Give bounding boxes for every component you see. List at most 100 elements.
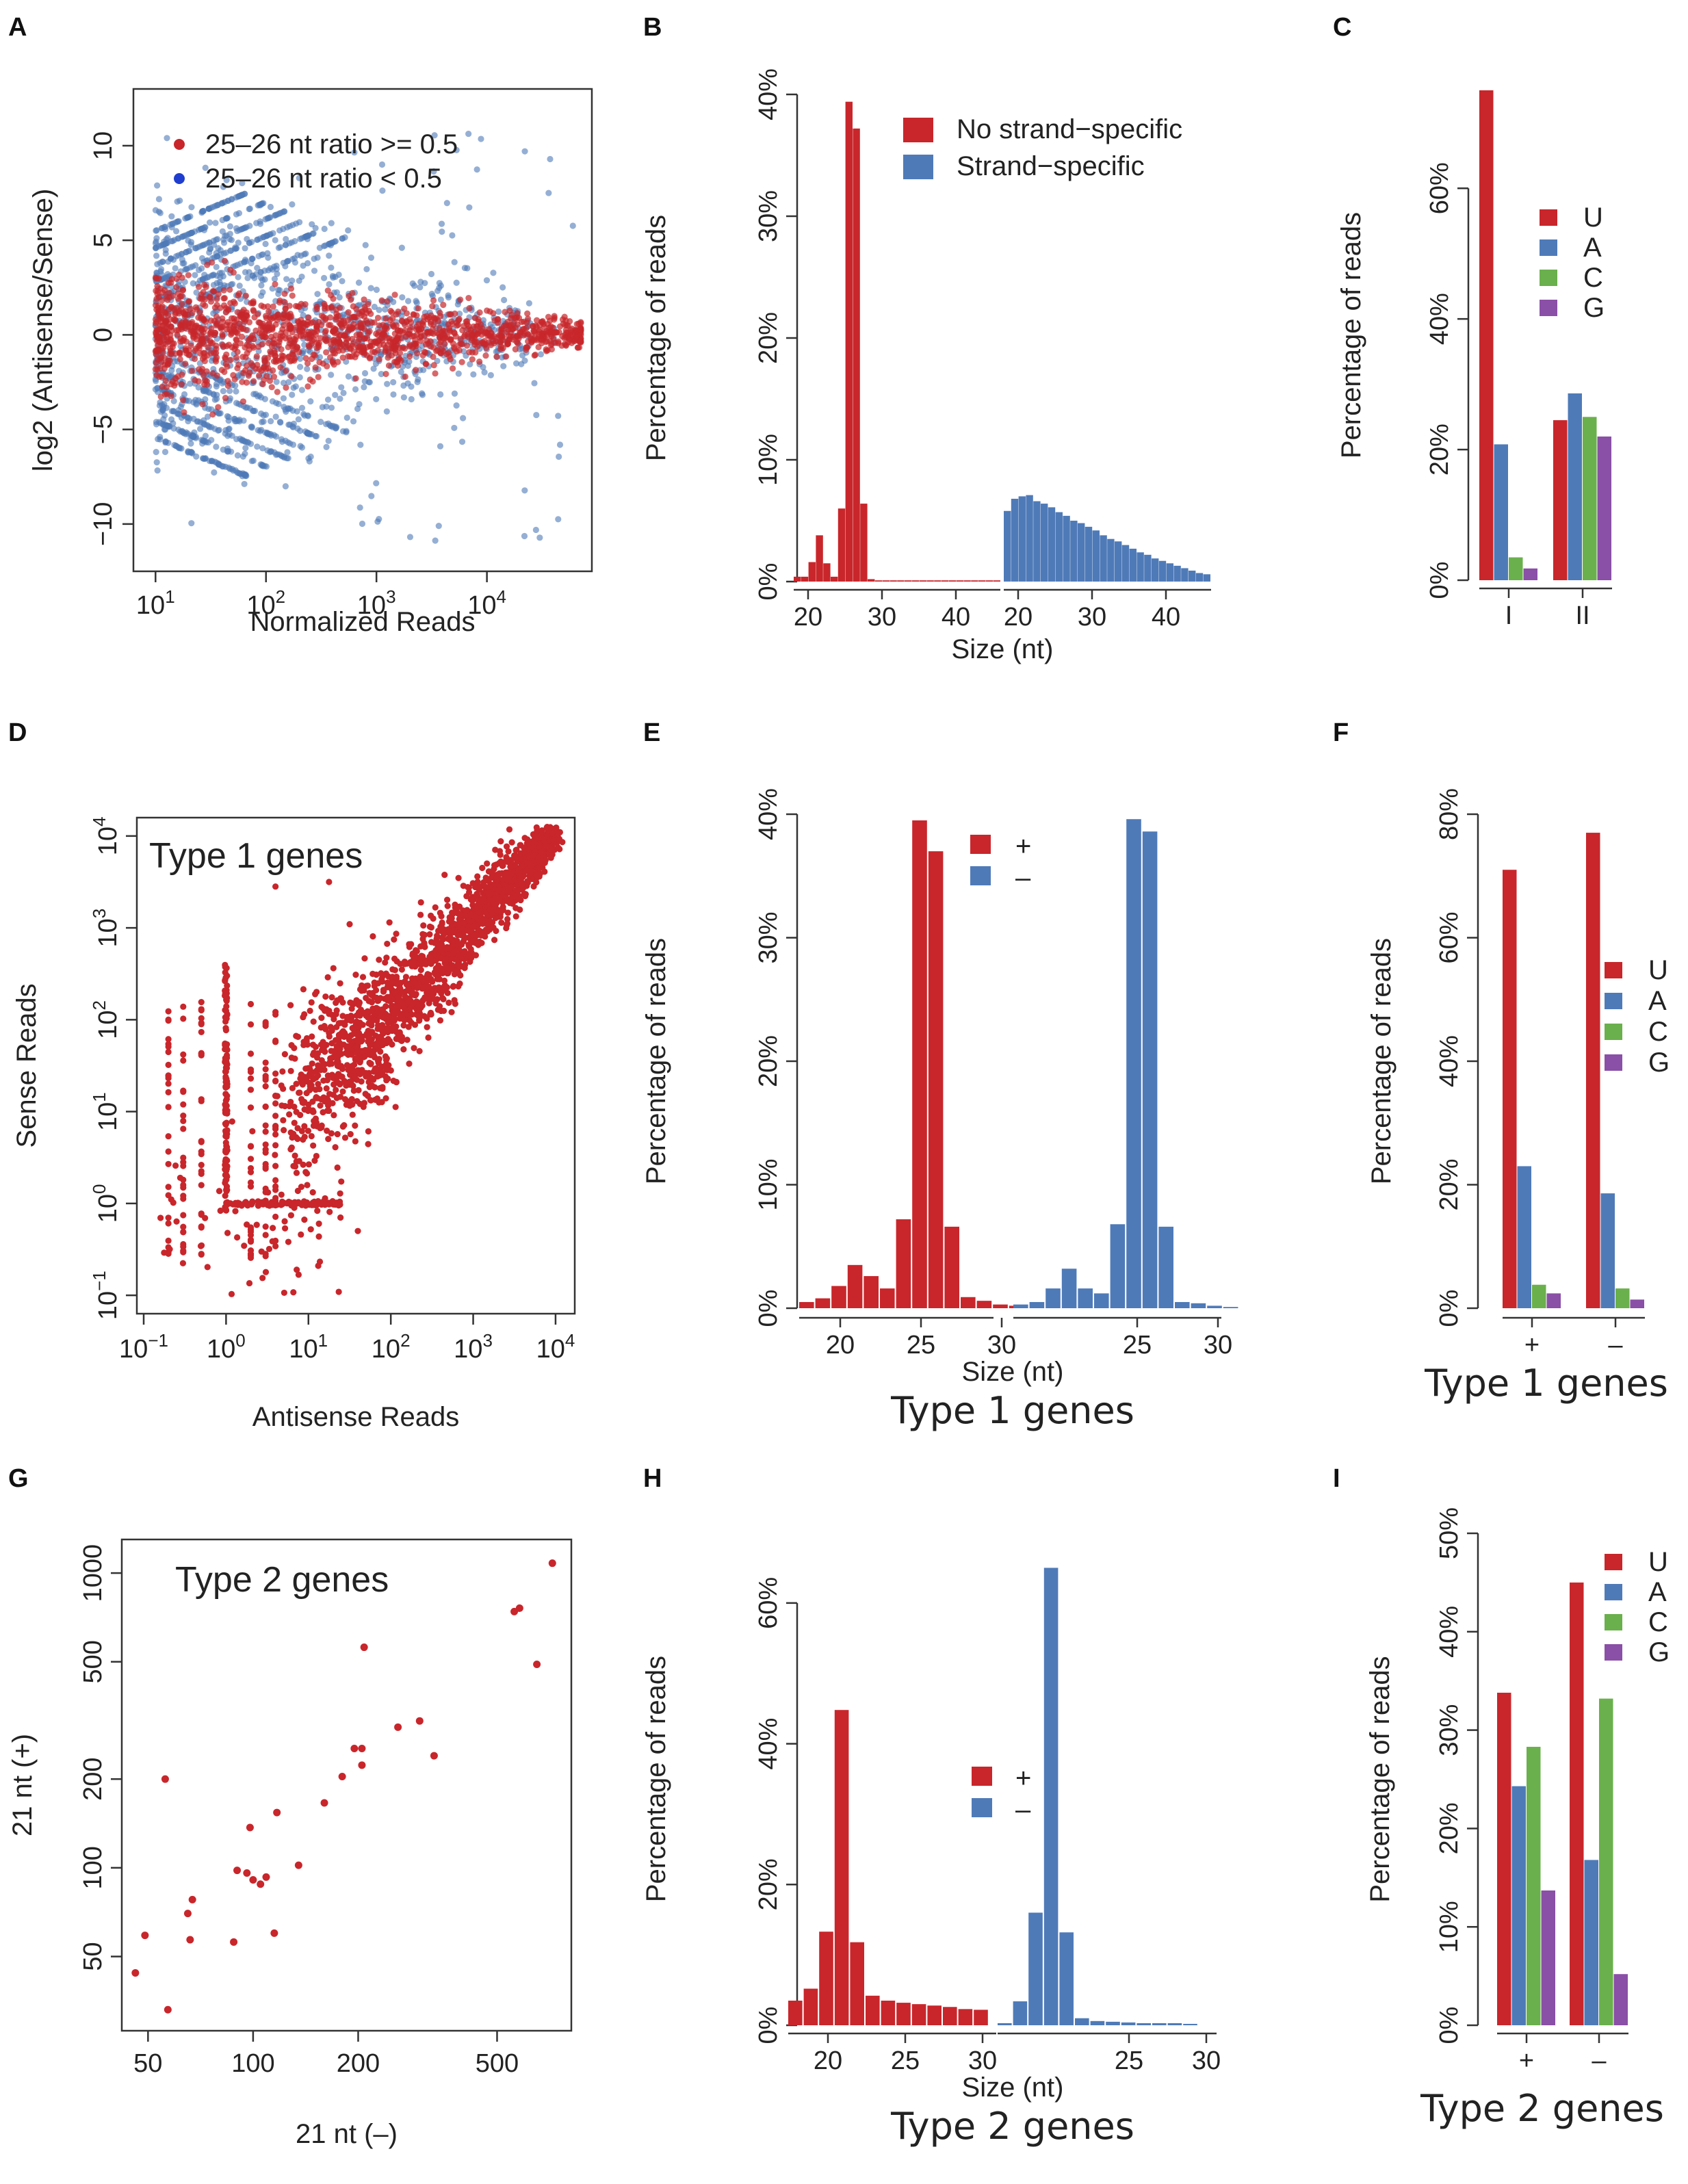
data-point (469, 356, 476, 363)
data-point (482, 352, 489, 359)
data-point (310, 1142, 317, 1149)
data-point (502, 309, 508, 315)
data-point (254, 443, 261, 450)
data-point (215, 427, 222, 434)
data-point (244, 404, 250, 411)
data-point (424, 1024, 430, 1030)
data-point (318, 1015, 325, 1022)
data-point (313, 339, 321, 346)
data-point (402, 327, 408, 334)
data-point (153, 252, 160, 259)
data-point (547, 155, 554, 163)
bar (1181, 568, 1189, 582)
data-point (346, 353, 353, 360)
data-point (208, 325, 215, 332)
data-point (267, 430, 274, 437)
data-point (441, 977, 448, 984)
data-point (291, 1163, 299, 1170)
data-point (504, 318, 511, 326)
bar (801, 576, 809, 582)
data-point (506, 307, 513, 314)
legend: 25–26 nt ratio >= 0.525–26 nt ratio < 0.… (174, 129, 458, 194)
data-point (451, 259, 458, 265)
data-point (432, 965, 439, 972)
data-point (494, 895, 501, 902)
data-point (278, 438, 286, 445)
data-point (356, 335, 363, 342)
data-point (425, 1034, 432, 1041)
data-point (523, 346, 530, 353)
data-point (217, 274, 224, 281)
data-point (193, 306, 200, 313)
data-point (484, 860, 491, 867)
data-point (301, 1011, 308, 1018)
data-point (196, 360, 203, 367)
data-point (479, 339, 486, 346)
data-point (473, 339, 480, 346)
data-point (324, 396, 332, 403)
data-point (186, 298, 193, 304)
data-point (288, 239, 295, 246)
tick-label: 30 (868, 603, 896, 632)
data-point (309, 1107, 316, 1114)
tick-label: 20% (1435, 1802, 1464, 1854)
data-point (432, 537, 439, 544)
tick-label: 40 (942, 603, 970, 632)
data-point (421, 944, 428, 950)
data-point (200, 289, 207, 296)
bar (1026, 495, 1033, 582)
data-point (330, 274, 337, 281)
data-point (449, 232, 456, 239)
data-point (214, 235, 221, 243)
data-point (355, 279, 363, 286)
data-point (306, 1071, 313, 1078)
data-point (341, 1134, 349, 1141)
bar (1100, 535, 1107, 582)
data-point (293, 1169, 300, 1176)
bar (880, 1288, 895, 1308)
data-point (324, 287, 331, 294)
data-point (536, 328, 543, 335)
data-point (294, 252, 301, 259)
data-point (369, 933, 376, 940)
data-point (213, 313, 220, 320)
data-point (330, 1091, 337, 1098)
data-point (385, 362, 393, 369)
data-point (399, 294, 406, 301)
data-point (328, 220, 335, 226)
data-point (161, 448, 169, 456)
data-point (450, 921, 457, 928)
data-point (298, 404, 306, 411)
data-point (200, 226, 208, 233)
data-point (285, 378, 292, 386)
data-point (499, 907, 507, 913)
data-point (307, 1007, 313, 1014)
data-point (361, 296, 367, 303)
data-point (362, 335, 369, 341)
data-point (376, 307, 382, 313)
bar (1586, 833, 1600, 1308)
data-point (361, 1053, 368, 1060)
data-point (233, 388, 239, 395)
data-point (300, 333, 307, 339)
data-point (188, 204, 195, 211)
data-point (283, 367, 289, 374)
bar (1004, 510, 1011, 582)
data-point (153, 269, 160, 276)
data-point (265, 308, 272, 315)
data-point (263, 232, 270, 239)
data-point (404, 380, 411, 387)
tick-label: 0% (1425, 562, 1454, 599)
data-point (359, 1048, 365, 1054)
data-point (501, 296, 508, 304)
data-point (168, 213, 175, 220)
data-point (223, 177, 230, 183)
data-point (420, 922, 427, 929)
bar (890, 580, 897, 582)
data-point (258, 426, 265, 433)
data-point (408, 1019, 415, 1026)
data-point (238, 333, 246, 340)
data-point (483, 277, 491, 284)
